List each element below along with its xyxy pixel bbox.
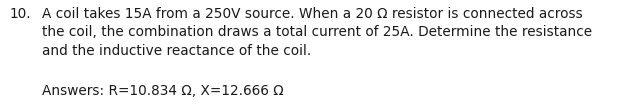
Text: Answers: R=10.834 Ω, X=12.666 Ω: Answers: R=10.834 Ω, X=12.666 Ω [42,84,283,98]
Text: and the inductive reactance of the coil.: and the inductive reactance of the coil. [42,44,312,58]
Text: 10.: 10. [10,7,32,21]
Text: A coil takes 15A from a 250V source. When a 20 Ω resistor is connected across: A coil takes 15A from a 250V source. Whe… [42,7,583,21]
Text: the coil, the combination draws a total current of 25A. Determine the resistance: the coil, the combination draws a total … [42,25,592,39]
